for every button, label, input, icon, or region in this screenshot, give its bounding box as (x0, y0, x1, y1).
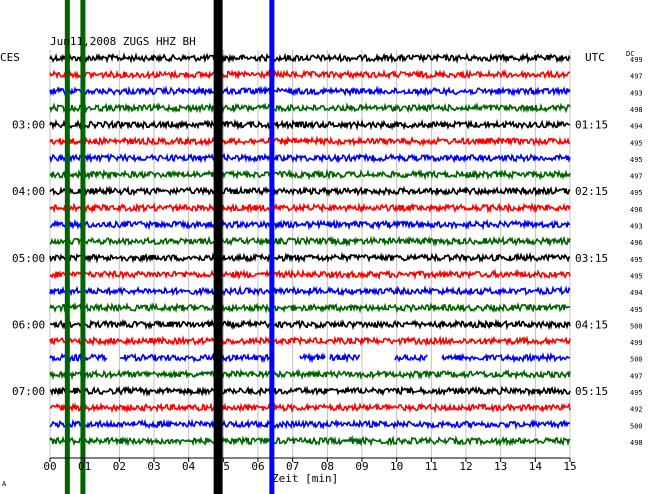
right-time-label: 05:15 (575, 385, 608, 398)
labels: Jun11,2008 ZUGS HHZ BH CES UTC DC Zeit [… (0, 35, 643, 488)
left-time-label: 07:00 (12, 385, 45, 398)
trace-row-16 (49, 318, 571, 331)
trace-row-11 (49, 235, 571, 248)
x-tick-label: 01 (78, 460, 91, 473)
dc-value: 498 (630, 106, 643, 114)
dc-value: 500 (630, 422, 643, 430)
trace-row-5 (49, 135, 571, 148)
dc-value: 496 (630, 206, 643, 214)
x-tick-label: 02 (113, 460, 126, 473)
left-axis-label: CES (0, 51, 20, 64)
x-tick-label: 12 (459, 460, 472, 473)
dc-value: 495 (630, 306, 643, 314)
dc-value: 496 (630, 239, 643, 247)
event-marker-2 (213, 0, 223, 494)
trace-row-21 (49, 401, 571, 414)
x-tick-label: 10 (390, 460, 403, 473)
left-time-label: 03:00 (12, 119, 45, 132)
x-axis-title: Zeit [min] (272, 472, 338, 485)
x-tick-label: 13 (494, 460, 507, 473)
right-time-label: 02:15 (575, 185, 608, 198)
x-tick-label: 09 (355, 460, 368, 473)
trace-row-19 (49, 368, 571, 381)
dc-value: 495 (630, 156, 643, 164)
x-tick-label: 14 (529, 460, 543, 473)
event-marker-0 (64, 0, 70, 494)
x-tick-label: 11 (425, 460, 438, 473)
x-tick-label: 04 (182, 460, 196, 473)
x-tick-label: 08 (321, 460, 334, 473)
trace-row-4 (49, 118, 571, 131)
dc-value: 494 (630, 123, 643, 131)
dc-value: 497 (630, 173, 643, 181)
trace-row-20 (49, 385, 571, 397)
dc-value: 499 (630, 339, 643, 347)
trace-row-12 (49, 251, 571, 264)
x-tick-label: 00 (43, 460, 56, 473)
event-markers (64, 0, 275, 494)
trace-row-1 (49, 68, 571, 81)
dc-value: 500 (630, 322, 643, 330)
left-time-label: 06:00 (12, 318, 45, 331)
trace-row-3 (49, 102, 571, 114)
dc-value: 493 (630, 223, 643, 231)
trace-row-17 (49, 335, 571, 347)
right-axis-label: UTC (585, 51, 605, 64)
dc-value: 499 (630, 56, 643, 64)
trace-row-10 (50, 218, 571, 231)
trace-row-9 (49, 202, 571, 214)
left-time-label: 05:00 (12, 252, 45, 265)
dc-value: 500 (630, 356, 643, 364)
dc-header: DC (626, 50, 634, 58)
right-time-label: 01:15 (575, 119, 608, 132)
trace-row-2 (49, 85, 571, 98)
trace-row-8 (49, 185, 571, 197)
right-time-label: 03:15 (575, 252, 608, 265)
dc-value: 495 (630, 272, 643, 280)
trace-rows (49, 52, 571, 447)
trace-row-18 (49, 351, 571, 364)
event-marker-1 (80, 0, 86, 494)
x-tick-label: 06 (251, 460, 264, 473)
trace-row-15 (49, 301, 571, 314)
dc-value: 497 (630, 73, 643, 81)
left-time-label: 04:00 (12, 185, 45, 198)
dc-value: 498 (630, 439, 643, 447)
footer-mark: A (2, 480, 7, 488)
trace-row-13 (49, 268, 571, 281)
trace-row-22 (49, 418, 571, 431)
dc-value: 495 (630, 189, 643, 197)
x-axis: 00 01 02 03 04 05 06 07 08 09 10 11 12 13 14 15 (43, 457, 577, 473)
trace-row-6 (49, 151, 571, 164)
dc-value: 493 (630, 89, 643, 97)
dc-value: 494 (630, 289, 643, 297)
trace-row-0 (49, 52, 571, 64)
dc-value: 497 (630, 372, 643, 380)
chart-title: Jun11,2008 ZUGS HHZ BH (50, 35, 196, 48)
x-tick-label: 05 (217, 460, 230, 473)
trace-row-7 (49, 168, 571, 181)
event-marker-3 (269, 0, 275, 494)
dc-value: 495 (630, 256, 643, 264)
grid (49, 50, 571, 458)
dc-value: 495 (630, 389, 643, 397)
dc-value: 495 (630, 139, 643, 147)
trace-row-14 (49, 285, 571, 298)
trace-row-23 (49, 434, 571, 447)
right-time-label: 04:15 (575, 318, 608, 331)
dc-value: 492 (630, 406, 643, 414)
x-tick-label: 03 (147, 460, 160, 473)
x-tick-label: 15 (563, 460, 576, 473)
x-tick-label: 07 (286, 460, 299, 473)
